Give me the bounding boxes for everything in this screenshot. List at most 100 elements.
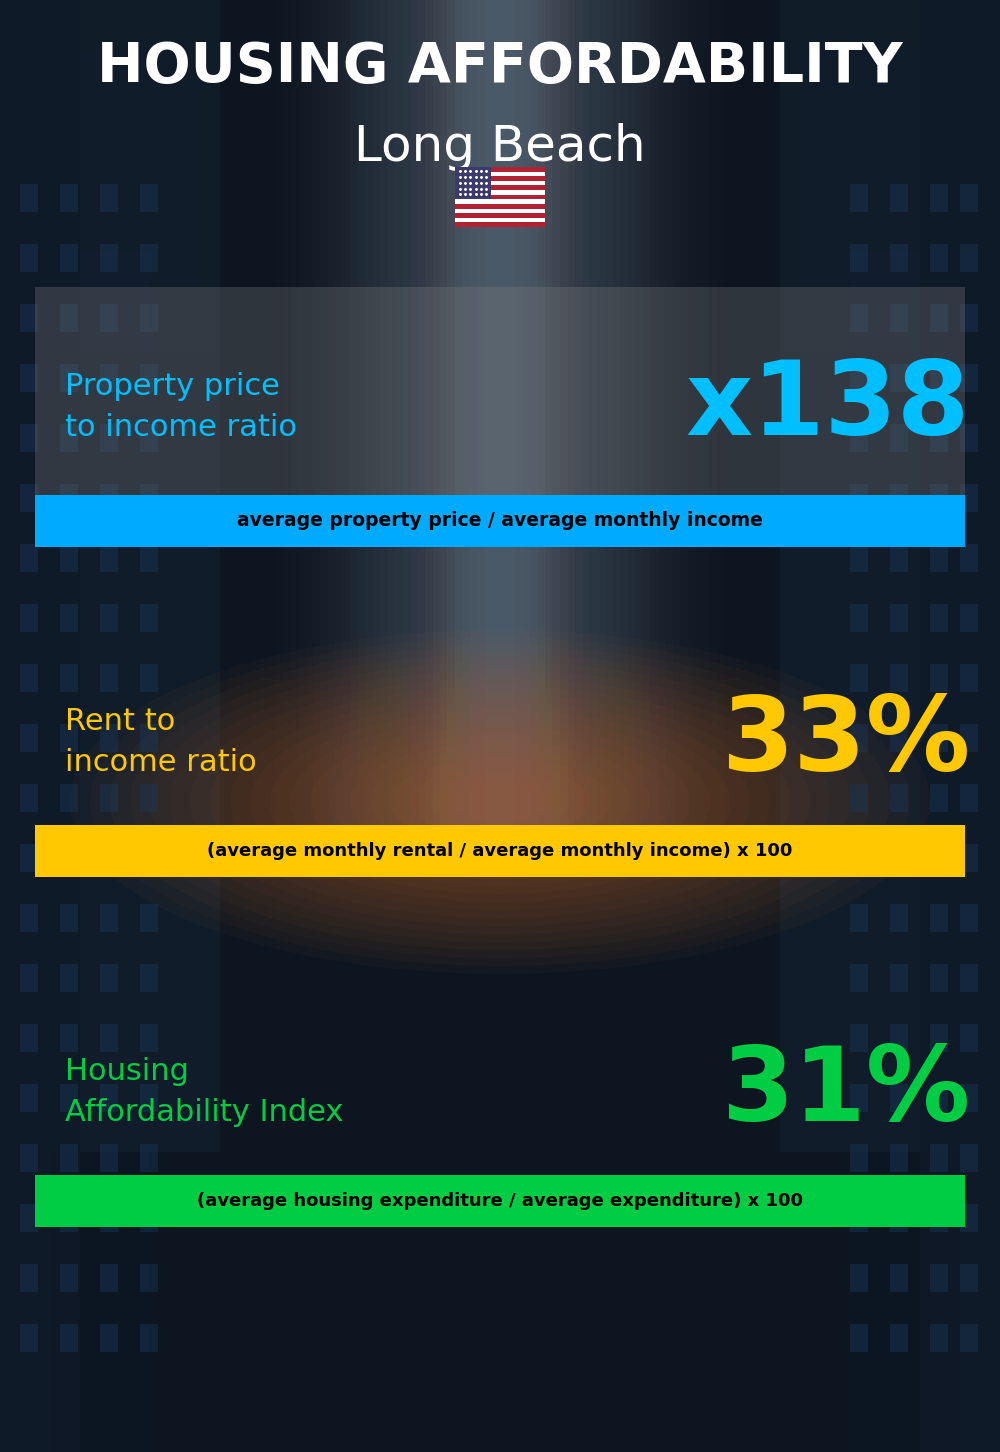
- Bar: [20, 364, 38, 392]
- Bar: [60, 184, 78, 212]
- Bar: [20, 1324, 38, 1352]
- Bar: [100, 784, 118, 812]
- Bar: [312, 0, 688, 852]
- Bar: [890, 544, 908, 572]
- Bar: [890, 1024, 908, 1053]
- Bar: [850, 604, 868, 632]
- Bar: [395, 0, 605, 852]
- Bar: [60, 424, 78, 452]
- Bar: [850, 844, 868, 873]
- Bar: [100, 1024, 118, 1053]
- Bar: [372, 0, 628, 852]
- Bar: [930, 664, 948, 693]
- Bar: [100, 1324, 118, 1352]
- Bar: [20, 1204, 38, 1231]
- Bar: [100, 844, 118, 873]
- Bar: [410, 0, 590, 852]
- Bar: [20, 1024, 38, 1053]
- Bar: [960, 544, 978, 572]
- Bar: [890, 604, 908, 632]
- Bar: [60, 1324, 78, 1352]
- Bar: [35, 287, 965, 507]
- Bar: [890, 244, 908, 272]
- Bar: [960, 303, 978, 333]
- Bar: [850, 664, 868, 693]
- Bar: [455, 186, 545, 190]
- Bar: [60, 244, 78, 272]
- Bar: [960, 784, 978, 812]
- Bar: [850, 303, 868, 333]
- Bar: [20, 1085, 38, 1112]
- Bar: [350, 0, 650, 852]
- Bar: [455, 195, 545, 199]
- Bar: [890, 1265, 908, 1292]
- Bar: [140, 664, 158, 693]
- Bar: [140, 1324, 158, 1352]
- Bar: [440, 0, 560, 852]
- Bar: [930, 604, 948, 632]
- Bar: [140, 484, 158, 513]
- Bar: [890, 664, 908, 693]
- Bar: [930, 184, 948, 212]
- Bar: [890, 424, 908, 452]
- Bar: [380, 0, 620, 852]
- Bar: [455, 167, 491, 199]
- Bar: [403, 0, 598, 852]
- Bar: [60, 1265, 78, 1292]
- Bar: [930, 1324, 948, 1352]
- Bar: [930, 364, 948, 392]
- Bar: [320, 0, 680, 852]
- Bar: [100, 725, 118, 752]
- Bar: [960, 1024, 978, 1053]
- Bar: [100, 1204, 118, 1231]
- Bar: [455, 209, 545, 213]
- Text: Property price
to income ratio: Property price to income ratio: [65, 372, 297, 441]
- Bar: [930, 1265, 948, 1292]
- Bar: [850, 964, 868, 992]
- Bar: [60, 1024, 78, 1053]
- Bar: [850, 905, 868, 932]
- Bar: [850, 184, 868, 212]
- Bar: [342, 0, 658, 852]
- Bar: [335, 0, 665, 852]
- Bar: [60, 664, 78, 693]
- Bar: [35, 495, 965, 547]
- Bar: [20, 964, 38, 992]
- Text: Long Beach: Long Beach: [354, 123, 646, 171]
- Bar: [960, 964, 978, 992]
- Bar: [20, 303, 38, 333]
- Bar: [960, 1144, 978, 1172]
- Bar: [455, 213, 545, 218]
- Bar: [20, 604, 38, 632]
- Bar: [100, 604, 118, 632]
- Bar: [447, 0, 552, 852]
- Bar: [328, 0, 672, 852]
- Bar: [425, 0, 575, 852]
- Bar: [960, 1265, 978, 1292]
- Bar: [100, 664, 118, 693]
- Bar: [140, 784, 158, 812]
- Bar: [890, 1085, 908, 1112]
- Bar: [20, 424, 38, 452]
- Bar: [60, 844, 78, 873]
- Text: Housing
Affordability Index: Housing Affordability Index: [65, 1057, 343, 1127]
- Bar: [140, 1144, 158, 1172]
- Bar: [960, 604, 978, 632]
- Bar: [140, 184, 158, 212]
- Bar: [455, 0, 545, 852]
- Bar: [850, 1024, 868, 1053]
- Bar: [960, 484, 978, 513]
- Text: 31%: 31%: [721, 1041, 970, 1143]
- Bar: [930, 1144, 948, 1172]
- Bar: [20, 905, 38, 932]
- Bar: [850, 424, 868, 452]
- Bar: [930, 784, 948, 812]
- Bar: [100, 905, 118, 932]
- Bar: [890, 1144, 908, 1172]
- Bar: [890, 1204, 908, 1231]
- Bar: [470, 0, 530, 852]
- Bar: [930, 844, 948, 873]
- Bar: [140, 964, 158, 992]
- Bar: [850, 244, 868, 272]
- Bar: [890, 725, 908, 752]
